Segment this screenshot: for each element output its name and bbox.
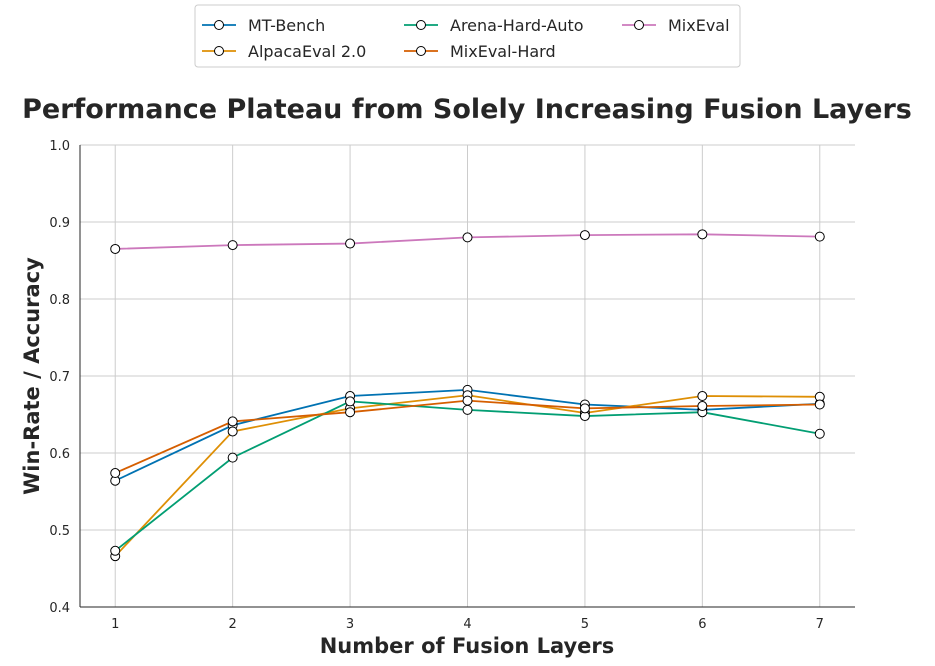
legend-marker [416, 20, 426, 30]
legend-marker [416, 46, 426, 56]
data-point [227, 426, 238, 437]
y-tick-label: 1.0 [49, 139, 70, 154]
legend-marker [634, 20, 644, 30]
legend-marker [214, 46, 224, 56]
x-tick-label: 3 [346, 617, 354, 632]
y-tick-label: 0.5 [49, 524, 70, 539]
legend: MT-Bench AlpacaEval 2.0 Arena-Hard-Auto Mix… [202, 16, 730, 61]
y-tick-label: 0.8 [49, 293, 70, 308]
series-group [110, 229, 825, 562]
data-point [814, 428, 825, 439]
y-axis-label: Win-Rate / Accuracy [20, 257, 44, 495]
data-point [697, 391, 708, 402]
data-point [697, 401, 708, 412]
x-tick-label: 2 [229, 617, 237, 632]
data-point [110, 545, 121, 556]
data-point [814, 399, 825, 410]
legend-label: MixEval-Hard [450, 42, 556, 61]
y-ticks: 0.4 0.5 0.6 0.7 0.8 0.9 1.0 [49, 139, 70, 616]
x-tick-label: 7 [816, 617, 824, 632]
data-point [345, 407, 356, 418]
series-mixeval-hard [110, 395, 825, 479]
legend-label: MixEval [668, 16, 730, 35]
x-tick-label: 5 [581, 617, 589, 632]
legend-item: MT-Bench [202, 16, 325, 35]
data-point [462, 395, 473, 406]
data-point [227, 240, 238, 251]
y-tick-label: 0.9 [49, 216, 70, 231]
legend-label: MT-Bench [248, 16, 325, 35]
data-point [814, 231, 825, 242]
chart-title: Performance Plateau from Solely Increasi… [22, 94, 912, 125]
data-point [227, 452, 238, 463]
x-tick-label: 6 [698, 617, 706, 632]
data-point [462, 404, 473, 415]
data-point [227, 416, 238, 427]
grid [80, 144, 855, 608]
x-ticks: 1 2 3 4 5 6 7 [111, 617, 824, 632]
data-point [345, 238, 356, 249]
legend-item: Arena-Hard-Auto [404, 16, 584, 35]
axes [79, 145, 855, 608]
y-tick-label: 0.6 [49, 447, 70, 462]
series-mixeval [110, 229, 825, 254]
data-point [579, 230, 590, 241]
legend-label: AlpacaEval 2.0 [248, 42, 366, 61]
data-point [110, 243, 121, 254]
data-point [697, 229, 708, 240]
legend-item: AlpacaEval 2.0 [202, 42, 366, 61]
legend-item: MixEval [622, 16, 730, 35]
legend-box [194, 4, 741, 68]
legend-marker [214, 20, 224, 30]
data-point [462, 232, 473, 243]
x-tick-label: 4 [463, 617, 471, 632]
legend-item: MixEval-Hard [404, 42, 556, 61]
series-arena-hard-auto [110, 396, 825, 556]
y-tick-label: 0.7 [49, 370, 70, 385]
data-point [345, 396, 356, 407]
data-point [579, 403, 590, 414]
data-point [110, 468, 121, 479]
x-tick-label: 1 [111, 617, 119, 632]
y-tick-label: 0.4 [49, 601, 70, 616]
legend-label: Arena-Hard-Auto [450, 16, 584, 35]
x-axis-label: Number of Fusion Layers [320, 634, 615, 658]
